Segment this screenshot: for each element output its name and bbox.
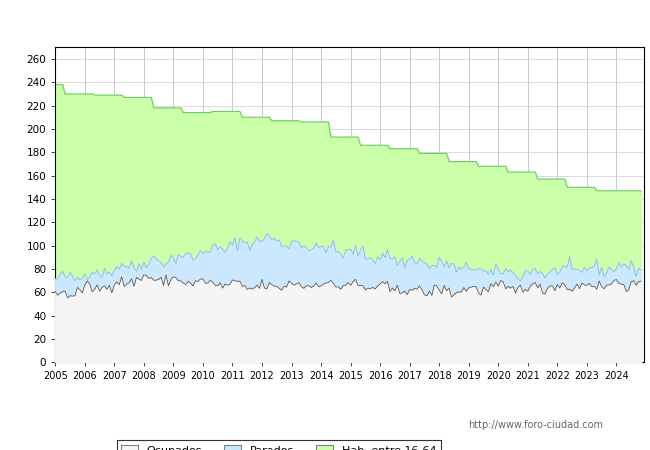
Text: foro-ciudad.com: foro-ciudad.com <box>247 233 452 252</box>
Text: http://www.foro-ciudad.com: http://www.foro-ciudad.com <box>468 419 603 429</box>
Text: Tarazona de Guareña - Evolucion de la poblacion en edad de Trabajar Noviembre de: Tarazona de Guareña - Evolucion de la po… <box>51 13 599 26</box>
Legend: Ocupados, Parados, Hab. entre 16-64: Ocupados, Parados, Hab. entre 16-64 <box>116 440 441 450</box>
